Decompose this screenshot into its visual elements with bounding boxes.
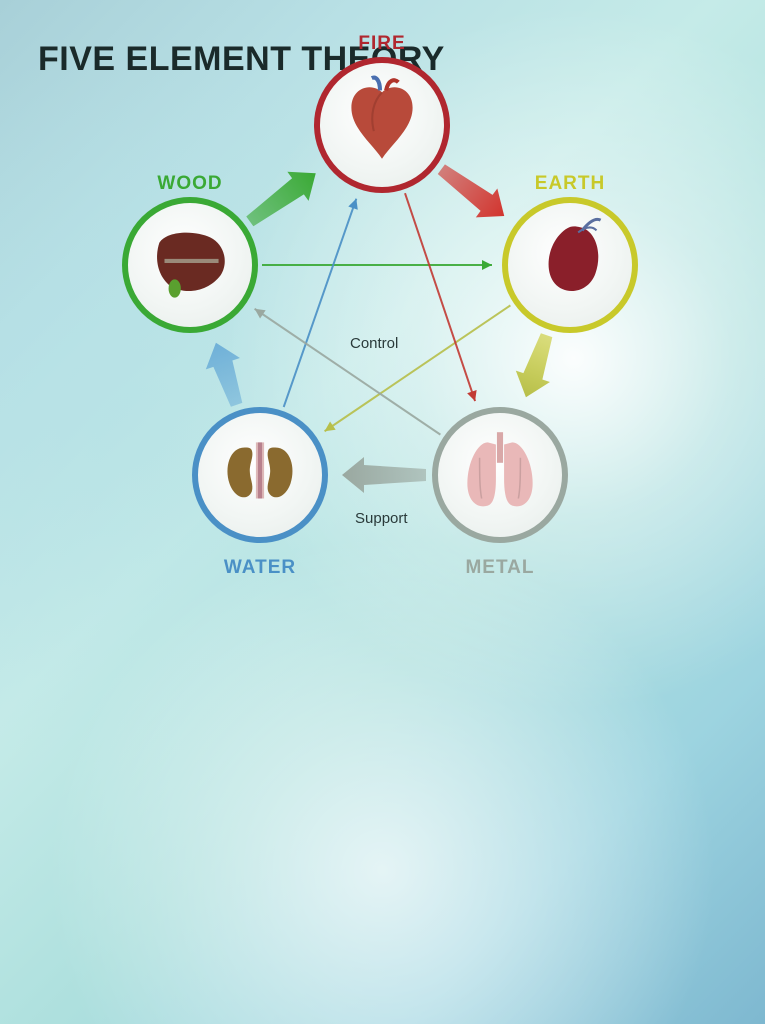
support-arrow (438, 164, 504, 217)
support-arrow (516, 333, 552, 397)
heart-icon (331, 72, 433, 179)
diagram-canvas: FIVE ELEMENT THEORY FIREEARTHMETALWATERW… (0, 0, 765, 1024)
lungs-icon (449, 422, 551, 529)
support-cycle-label: Support (355, 510, 408, 527)
element-node-water: WATER (192, 407, 328, 543)
control-arrow-head (325, 422, 336, 432)
kidneys-icon (209, 422, 311, 529)
element-node-metal: METAL (432, 407, 568, 543)
control-arrow-head (467, 390, 476, 401)
spleen-icon (519, 212, 621, 319)
control-arrow-head (255, 309, 266, 319)
element-node-fire: FIRE (314, 57, 450, 193)
support-arrow (206, 343, 242, 407)
liver-icon (139, 212, 241, 319)
control-arrow-head (348, 199, 357, 210)
element-label-earth: EARTH (535, 173, 605, 195)
element-node-wood: WOOD (122, 197, 258, 333)
element-label-metal: METAL (465, 557, 534, 579)
element-label-fire: FIRE (358, 33, 405, 55)
support-arrow (246, 172, 315, 227)
support-arrow (342, 457, 426, 493)
element-node-earth: EARTH (502, 197, 638, 333)
control-cycle-label: Control (350, 335, 398, 352)
element-label-wood: WOOD (157, 173, 222, 195)
element-label-water: WATER (224, 557, 296, 579)
control-arrow (405, 193, 475, 401)
control-arrow (284, 199, 357, 407)
control-arrow-head (482, 260, 492, 270)
